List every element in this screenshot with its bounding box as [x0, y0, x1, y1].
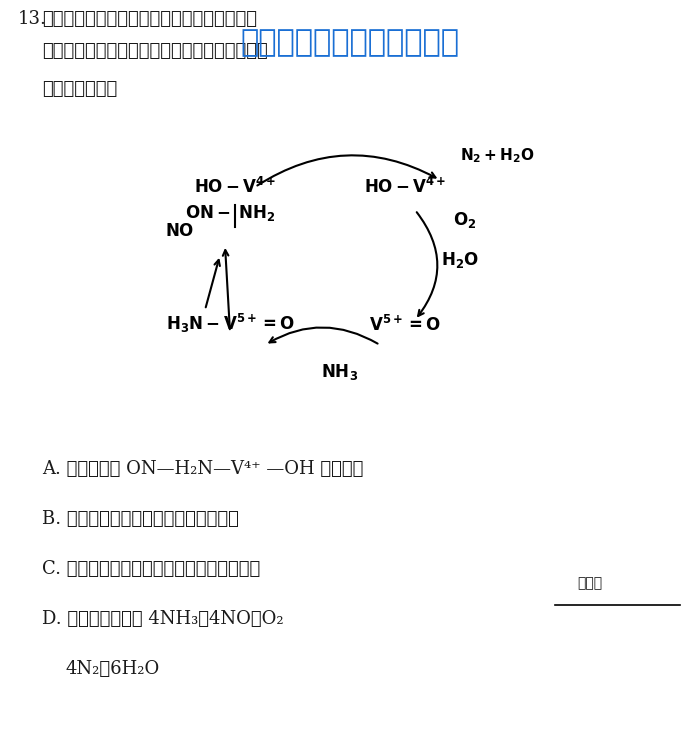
Text: C. 脱硝过程中不涉及非极性键的断裂和形成: C. 脱硝过程中不涉及非极性键的断裂和形成 — [42, 560, 260, 578]
Text: $\mathbf{HO-V^{4+}}$: $\mathbf{HO-V^{4+}}$ — [194, 177, 276, 197]
Text: B. 脱硝过程中化合价变化的元素有三种: B. 脱硝过程中化合价变化的元素有三种 — [42, 510, 239, 528]
Text: $\mathbf{V^{5+}{=}O}$: $\mathbf{V^{5+}{=}O}$ — [369, 315, 441, 335]
Text: $\mathbf{H_3N-V^{5+}{=}O}$: $\mathbf{H_3N-V^{5+}{=}O}$ — [166, 312, 295, 335]
Text: 列说法正确的是: 列说法正确的是 — [42, 80, 118, 98]
Text: 4N₂＋6H₂O: 4N₂＋6H₂O — [65, 660, 160, 678]
Text: 催化剂: 催化剂 — [578, 576, 603, 590]
Text: 钢铁氮在催化剂作用下，可被氨气还原，发生: 钢铁氮在催化剂作用下，可被氨气还原，发生 — [42, 10, 257, 28]
Text: A. 脱硝过程中 ON—H₂N—V⁴⁺ —OH 是催化剂: A. 脱硝过程中 ON—H₂N—V⁴⁺ —OH 是催化剂 — [42, 460, 363, 478]
Text: $\mathbf{ON-\ NH_2}$: $\mathbf{ON-\ NH_2}$ — [185, 203, 275, 223]
Text: 脱硝反应生成氮气和水，反应机理如图所示。下: 脱硝反应生成氮气和水，反应机理如图所示。下 — [42, 42, 267, 60]
Text: 13.: 13. — [18, 10, 47, 28]
Text: $\mathbf{O_2}$: $\mathbf{O_2}$ — [454, 210, 477, 230]
Text: 微信公众号关注：趣找答案: 微信公众号关注：趣找答案 — [241, 28, 459, 57]
Text: $\mathbf{H_2O}$: $\mathbf{H_2O}$ — [441, 250, 479, 270]
Text: $\mathbf{NO}$: $\mathbf{NO}$ — [165, 223, 195, 240]
Text: $\mathbf{N_2+H_2O}$: $\mathbf{N_2+H_2O}$ — [460, 147, 535, 165]
Text: $\mathbf{NH_3}$: $\mathbf{NH_3}$ — [321, 362, 358, 382]
Text: D. 总反应方程式为 4NH₃＋4NO＋O₂: D. 总反应方程式为 4NH₃＋4NO＋O₂ — [42, 610, 284, 628]
Text: $\mathbf{HO-V^{4+}}$: $\mathbf{HO-V^{4+}}$ — [364, 177, 446, 197]
